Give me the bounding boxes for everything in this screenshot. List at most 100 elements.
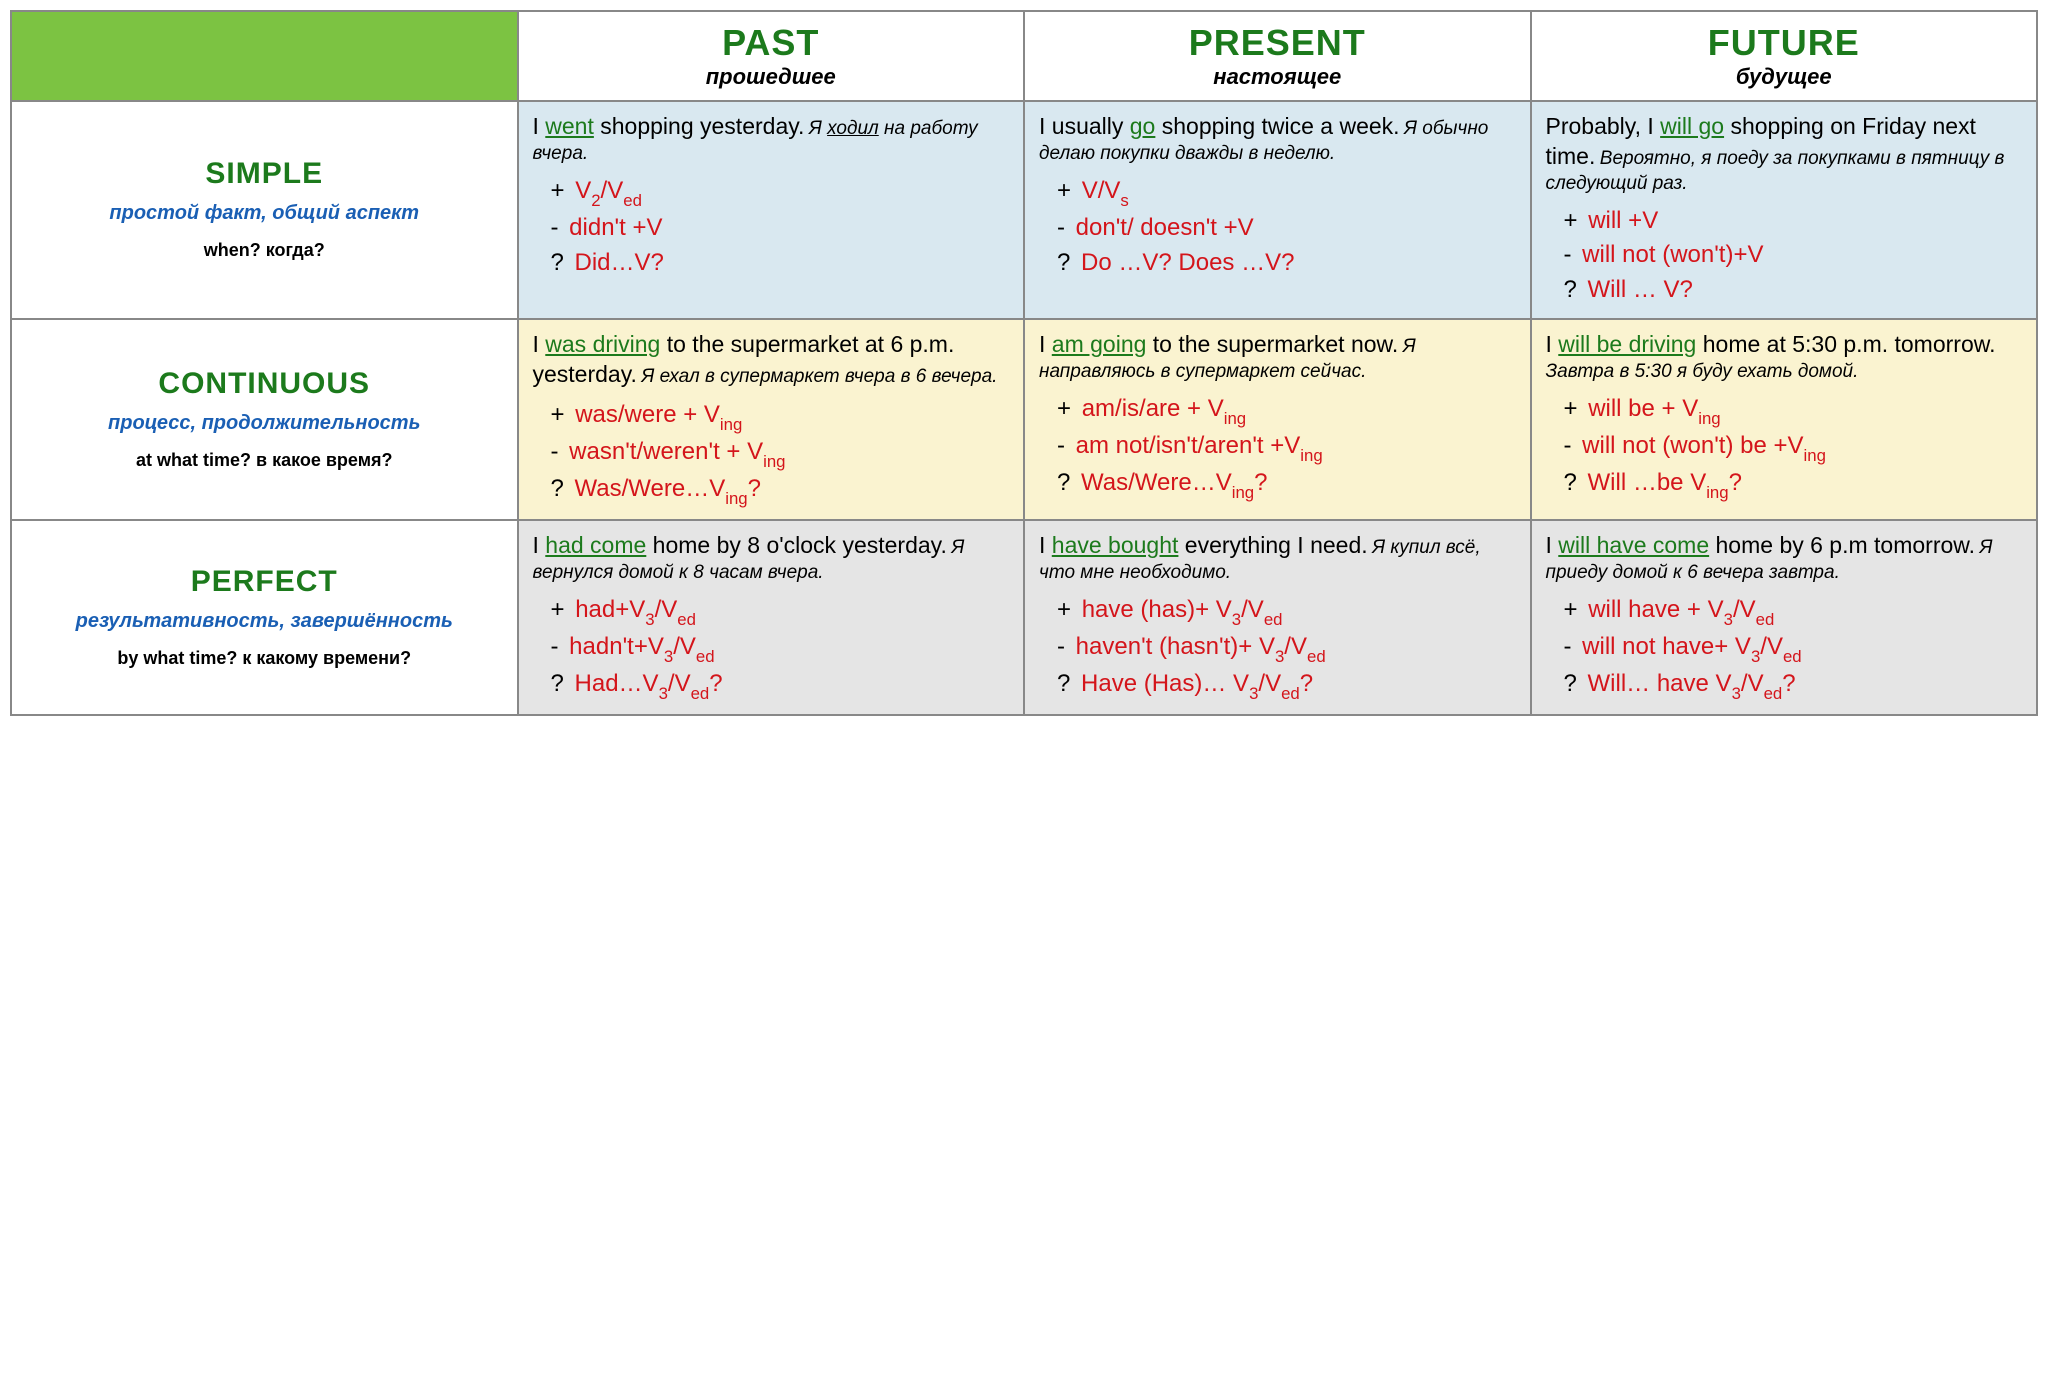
corner-cell	[11, 11, 518, 101]
row-question: by what time? к какому времени?	[26, 647, 503, 670]
formula-prefix: +	[1564, 207, 1585, 234]
formula-question: ? Had…V3/Ved?	[551, 667, 1010, 704]
row-continuous: CONTINUOUSпроцесс, продолжительностьat w…	[11, 319, 2037, 520]
ex-en-pre: I	[1039, 532, 1052, 558]
col-head-en: PAST	[533, 22, 1010, 64]
formula-minus: - haven't (hasn't)+ V3/Ved	[1057, 630, 1516, 667]
example-en: I will have come home by 6 p.m tomorrow.	[1546, 532, 1976, 558]
ex-en-verb: was driving	[545, 331, 660, 357]
ex-en-verb: will go	[1660, 113, 1724, 139]
formula-plus: + have (has)+ V3/Ved	[1057, 593, 1516, 630]
formula-minus: - don't/ doesn't +V	[1057, 211, 1516, 246]
formula-body: didn't +V	[569, 214, 662, 241]
ex-en-post: home at 5:30 p.m. tomorrow.	[1696, 331, 1995, 357]
row-question: at what time? в какое время?	[26, 449, 503, 472]
formula-plus: + had+V3/Ved	[551, 593, 1010, 630]
ex-en-pre: I	[533, 113, 546, 139]
formula-body: V2/Ved	[575, 177, 642, 204]
row-title: CONTINUOUS	[26, 367, 503, 401]
formula-prefix: +	[551, 401, 572, 428]
formula-question: ? Have (Has)… V3/Ved?	[1057, 667, 1516, 704]
cell-simple-present: I usually go shopping twice a week. Я об…	[1024, 101, 1531, 319]
formula-question: ? Was/Were…Ving?	[551, 472, 1010, 509]
formula-prefix: ?	[551, 475, 571, 502]
ex-en-pre: I usually	[1039, 113, 1130, 139]
ex-ru-verb: ходил	[827, 118, 879, 139]
formulas: + V2/Ved- didn't +V? Did…V?	[533, 174, 1010, 281]
formula-prefix: -	[1057, 633, 1072, 660]
formula-prefix: ?	[1564, 670, 1584, 697]
formula-prefix: -	[1057, 214, 1072, 241]
formula-body: Will …be Ving?	[1588, 469, 1742, 496]
formula-prefix: +	[551, 596, 572, 623]
cell-continuous-future: I will be driving home at 5:30 p.m. tomo…	[1531, 319, 2038, 520]
example-en: I will be driving home at 5:30 p.m. tomo…	[1546, 331, 1996, 357]
example-en: I had come home by 8 o'clock yesterday.	[533, 532, 947, 558]
formula-body: V/Vs	[1082, 177, 1129, 204]
formula-minus: - will not (won't) be +Ving	[1564, 429, 2023, 466]
row-head-perfect: PERFECTрезультативность, завершённостьby…	[11, 520, 518, 715]
ex-en-pre: I	[1039, 331, 1052, 357]
formula-plus: + V2/Ved	[551, 174, 1010, 211]
ex-en-pre: I	[1546, 532, 1559, 558]
cell-continuous-past: I was driving to the supermarket at 6 p.…	[518, 319, 1025, 520]
formula-body: Will… have V3/Ved?	[1588, 670, 1796, 697]
formulas: + will +V - will not (won't)+V? Will … V?	[1546, 204, 2023, 308]
col-head-ru: прошедшее	[533, 64, 1010, 90]
formula-body: don't/ doesn't +V	[1076, 214, 1254, 241]
ex-en-verb: am going	[1052, 331, 1147, 357]
formula-body: will be + Ving	[1588, 395, 1720, 422]
row-simple: SIMPLEпростой факт, общий аспектwhen? ко…	[11, 101, 2037, 319]
formula-body: was/were + Ving	[575, 401, 742, 428]
formula-minus: - will not (won't)+V	[1564, 238, 2023, 273]
formula-prefix: -	[1564, 633, 1579, 660]
formulas: + will be + Ving- will not (won't) be +V…	[1546, 392, 2023, 503]
ex-en-verb: go	[1130, 113, 1156, 139]
formula-body: will not have+ V3/Ved	[1582, 633, 1801, 660]
row-head-continuous: CONTINUOUSпроцесс, продолжительностьat w…	[11, 319, 518, 520]
ex-en-post: shopping twice a week.	[1155, 113, 1399, 139]
cell-simple-past: I went shopping yesterday. Я ходил на ра…	[518, 101, 1025, 319]
formula-question: ? Will …be Ving?	[1564, 466, 2023, 503]
formula-body: Did…V?	[575, 249, 664, 276]
formula-body: had+V3/Ved	[575, 596, 696, 623]
formula-prefix: ?	[1057, 469, 1077, 496]
formula-prefix: -	[1564, 241, 1579, 268]
col-head-ru: настоящее	[1039, 64, 1516, 90]
formula-prefix: +	[1057, 395, 1078, 422]
formulas: + am/is/are + Ving - am not/isn't/aren't …	[1039, 392, 1516, 503]
formula-minus: - wasn't/weren't + Ving	[551, 435, 1010, 472]
ex-en-pre: Probably, I	[1546, 113, 1661, 139]
formula-body: Was/Were…Ving?	[575, 475, 761, 502]
col-head-en: PRESENT	[1039, 22, 1516, 64]
formula-body: am/is/are + Ving	[1082, 395, 1246, 422]
ex-en-verb: went	[545, 113, 594, 139]
formula-body: Have (Has)… V3/Ved?	[1081, 670, 1313, 697]
formula-body: hadn't+V3/Ved	[569, 633, 714, 660]
formula-prefix: ?	[1564, 469, 1584, 496]
formula-prefix: ?	[1057, 670, 1077, 697]
ex-ru-pre: Я	[809, 118, 827, 139]
example-ru: Завтра в 5:30 я буду ехать домой.	[1546, 361, 1859, 382]
ex-en-verb: will be driving	[1558, 331, 1696, 357]
formula-body: wasn't/weren't + Ving	[569, 438, 785, 465]
formula-prefix: +	[1057, 596, 1078, 623]
formula-prefix: +	[1057, 177, 1078, 204]
formula-plus: + was/were + Ving	[551, 398, 1010, 435]
formula-minus: - am not/isn't/aren't +Ving	[1057, 429, 1516, 466]
formula-prefix: -	[551, 214, 566, 241]
col-head-en: FUTURE	[1546, 22, 2023, 64]
formula-prefix: ?	[1057, 249, 1077, 276]
col-head-present: PRESENTнастоящее	[1024, 11, 1531, 101]
formula-minus: - didn't +V	[551, 211, 1010, 246]
row-perfect: PERFECTрезультативность, завершённостьby…	[11, 520, 2037, 715]
formula-body: will +V	[1588, 207, 1658, 234]
formula-question: ? Will … V?	[1564, 273, 2023, 308]
formula-prefix: +	[1564, 596, 1585, 623]
formula-question: ? Was/Were…Ving?	[1057, 466, 1516, 503]
formula-prefix: -	[1057, 432, 1072, 459]
formula-minus: - hadn't+V3/Ved	[551, 630, 1010, 667]
formula-plus: + will have + V3/Ved	[1564, 593, 2023, 630]
formulas: + will have + V3/Ved - will not have+ V3/…	[1546, 593, 2023, 704]
formula-question: ? Did…V?	[551, 246, 1010, 281]
